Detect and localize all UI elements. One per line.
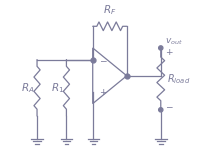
- Text: $+$: $+$: [99, 87, 108, 97]
- Circle shape: [159, 46, 163, 50]
- Text: $+$: $+$: [165, 47, 174, 57]
- Text: $-$: $-$: [99, 55, 108, 64]
- Circle shape: [159, 108, 163, 112]
- Text: $R_1$: $R_1$: [51, 81, 64, 95]
- Text: $R_{load}$: $R_{load}$: [167, 72, 190, 86]
- Text: $-$: $-$: [165, 102, 174, 111]
- Text: $R_A$: $R_A$: [21, 81, 35, 95]
- Text: $v_{out}$: $v_{out}$: [165, 36, 183, 47]
- Text: $R_F$: $R_F$: [103, 3, 116, 17]
